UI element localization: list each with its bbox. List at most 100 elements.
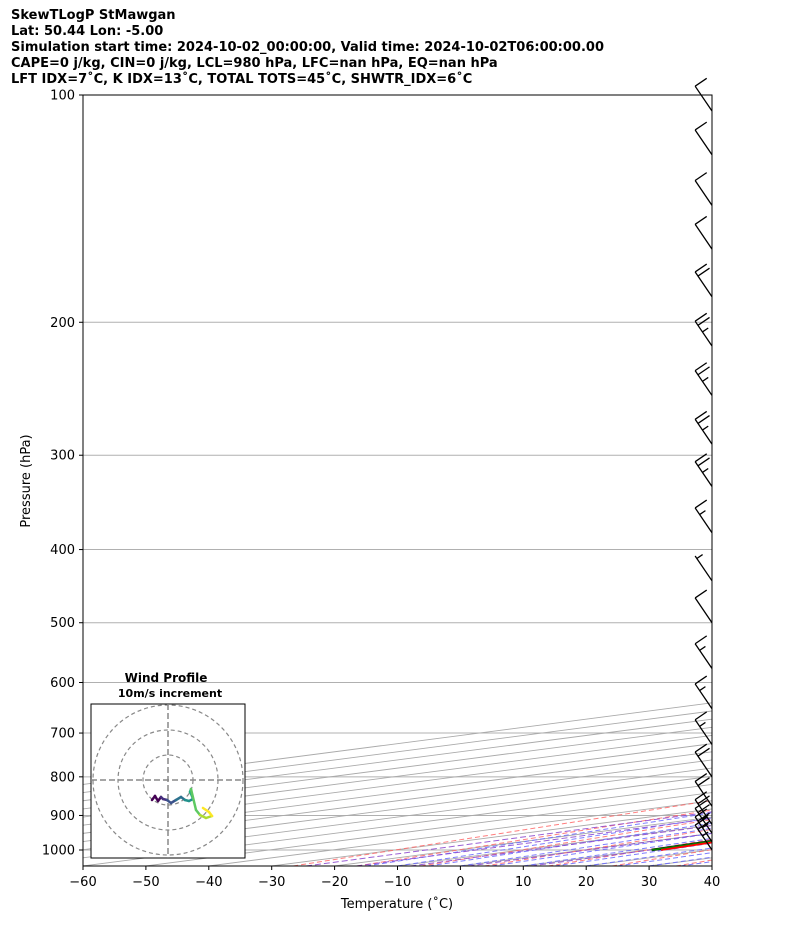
x-tick-label: −30 (258, 875, 285, 890)
barb-half-flag (696, 554, 703, 560)
mixing-ratio-line (410, 825, 712, 866)
dry-adiabat (293, 799, 712, 866)
chart-title: SkewTLogP StMawgan (11, 8, 176, 23)
barb-shaft (694, 683, 713, 710)
x-tick-label: −40 (195, 875, 222, 890)
isotherm-line (586, 849, 712, 866)
isotherm-line (83, 710, 712, 794)
barb-flag (697, 804, 710, 814)
barb-shaft (694, 418, 713, 445)
barb-half-flag (702, 823, 709, 829)
barb-flag (697, 267, 710, 277)
barb-shaft (694, 643, 713, 669)
time-line: Simulation start time: 2024-10-02_00:00:… (11, 40, 604, 55)
wind-barb (694, 410, 713, 445)
moist-adiabat (460, 827, 712, 866)
moist-adiabat (366, 812, 712, 866)
wind-barb (694, 675, 713, 710)
isotherm-line (711, 865, 712, 866)
barb-shaft (694, 461, 713, 487)
profile-layer (651, 839, 712, 852)
x-tick-label: −20 (321, 875, 348, 890)
wind-barb (694, 312, 713, 347)
barb-flag (697, 795, 710, 805)
barb-half-flag (699, 645, 706, 651)
barb-half-flag (702, 425, 709, 431)
dry-adiabat (356, 809, 712, 866)
y-tick-label: 400 (50, 543, 75, 558)
barb-flag (694, 635, 708, 645)
wind-barb (694, 215, 713, 250)
barb-half-flag (702, 376, 709, 382)
barb-flag (694, 263, 708, 273)
barb-flag (697, 820, 710, 830)
barb-flag (694, 711, 708, 721)
barb-flag (694, 808, 708, 818)
wind-profile-title: Wind Profile (125, 671, 208, 685)
barb-half-flag (702, 327, 709, 333)
isotherm-line (83, 718, 712, 802)
y-tick-label: 700 (50, 727, 75, 742)
cin-shaded-area (674, 841, 712, 847)
x-tick-label: 20 (578, 875, 595, 890)
barb-flag (694, 675, 708, 685)
y-tick-label: 200 (50, 316, 75, 331)
isotherm-line (83, 735, 712, 818)
dry-adiabat (548, 838, 712, 866)
barb-shaft (694, 180, 713, 206)
barb-flag (697, 366, 710, 376)
cin-area-layer (674, 841, 712, 847)
dry-adiabat (740, 95, 794, 866)
x-tick-label: 10 (515, 875, 532, 890)
barb-flag (694, 453, 708, 463)
dry-adiabat (612, 849, 712, 866)
barb-flag (697, 415, 710, 424)
hodograph-segment (189, 787, 198, 812)
wind-barb (694, 772, 713, 807)
barb-shaft (694, 271, 713, 298)
barb-shaft (694, 719, 713, 745)
wind-barb (694, 635, 713, 669)
moist-adiabat (428, 822, 712, 866)
barb-flag (694, 121, 708, 131)
barb-flag (694, 172, 708, 182)
wind-barb (694, 453, 713, 487)
barb-flag (694, 799, 708, 809)
wind-barb (694, 554, 713, 582)
temperature-line (660, 841, 712, 851)
x-tick-label: 0 (456, 875, 464, 890)
y-axis-label: Pressure (hPa) (19, 434, 34, 527)
barb-flag (697, 316, 710, 326)
barb-half-flag (699, 510, 706, 516)
chart-header: SkewTLogP StMawgan Lat: 50.44 Lon: -5.00… (11, 8, 604, 88)
x-tick-label: −10 (384, 875, 411, 890)
x-axis-label: Temperature (˚C) (340, 896, 453, 912)
axes-layer: −60 −50 −40 −30 −20 −10 0 10 20 30 40 1000 900 800 700… (42, 89, 720, 891)
hodograph-segment (201, 806, 211, 814)
barb-flag (697, 457, 710, 467)
wind-barb (694, 499, 713, 534)
barb-flag (694, 772, 708, 782)
wind-barb (694, 77, 713, 112)
barb-shaft (694, 781, 713, 807)
moist-adiabat (649, 856, 712, 866)
x-tick-label: 40 (704, 875, 721, 890)
y-tick-label: 100 (50, 89, 75, 104)
y-tick-label: 500 (50, 616, 75, 631)
barb-flag (694, 77, 708, 87)
barb-shaft (694, 223, 713, 250)
cape-line: CAPE=0 j/kg, CIN=0 j/kg, LCL=980 hPa, LF… (11, 56, 498, 71)
barb-flag (694, 743, 708, 753)
dewpoint-line (651, 840, 712, 851)
barb-flag (697, 747, 710, 757)
moist-adiabat (586, 847, 712, 866)
x-tick-label: −50 (132, 875, 159, 890)
y-tick-label: 800 (50, 770, 75, 785)
barb-half-flag (699, 721, 706, 727)
barb-flag (694, 410, 708, 420)
barb-shaft (694, 129, 713, 156)
moist-adiabat (554, 842, 712, 866)
parcel-line (651, 839, 712, 852)
wind-barb (694, 121, 713, 156)
